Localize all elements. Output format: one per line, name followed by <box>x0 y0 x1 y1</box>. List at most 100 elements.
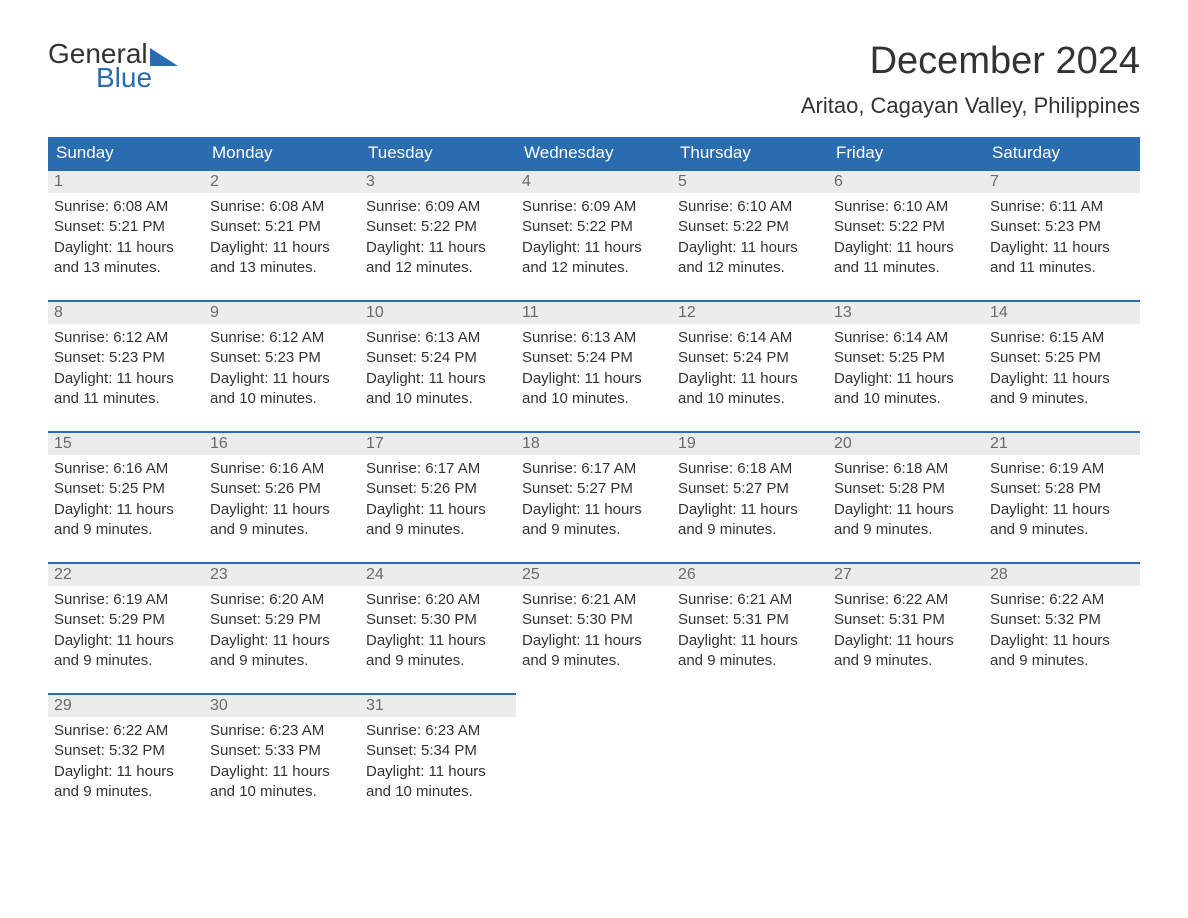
day-number: 28 <box>984 562 1140 586</box>
day-number: 17 <box>360 431 516 455</box>
sunrise-text: Sunrise: 6:23 AM <box>208 721 356 741</box>
calendar-day-cell: 21 Sunrise: 6:19 AMSunset: 5:28 PMDayligh… <box>984 431 1140 562</box>
sunrise-text: Sunrise: 6:10 AM <box>832 197 980 217</box>
sunrise-text: Sunrise: 6:21 AM <box>676 590 824 610</box>
logo: General Blue <box>48 40 178 92</box>
sunset-text: Sunset: 5:29 PM <box>52 610 200 630</box>
calendar-day-cell: 14 Sunrise: 6:15 AMSunset: 5:25 PMDayligh… <box>984 300 1140 431</box>
daylight-text: Daylight: 11 hours and 9 minutes. <box>52 762 200 803</box>
sunrise-text: Sunrise: 6:18 AM <box>832 459 980 479</box>
calendar-day-cell: 29Sunrise: 6:22 AMSunset: 5:32 PMDayligh… <box>48 693 204 824</box>
calendar-day-cell: 5Sunrise: 6:10 AMSunset: 5:22 PMDaylight… <box>672 169 828 300</box>
daylight-text: Daylight: 11 hours and 10 minutes. <box>364 762 512 803</box>
day-number: 14 <box>984 300 1140 324</box>
sunset-text: Sunset: 5:24 PM <box>364 348 512 368</box>
calendar-week-row: 8Sunrise: 6:12 AMSunset: 5:23 PMDaylight… <box>48 300 1140 431</box>
day-header: Thursday <box>672 137 828 169</box>
calendar-day-cell: 2Sunrise: 6:08 AMSunset: 5:21 PMDaylight… <box>204 169 360 300</box>
daylight-text: Daylight: 11 hours and 9 minutes. <box>520 631 668 672</box>
sunset-text: Sunset: 5:21 PM <box>52 217 200 237</box>
daylight-text: Daylight: 11 hours and 9 minutes. <box>208 500 356 541</box>
day-number: 21 <box>984 431 1140 455</box>
daylight-text: Daylight: 11 hours and 12 minutes. <box>676 238 824 279</box>
day-number: 22 <box>48 562 204 586</box>
day-header: Wednesday <box>516 137 672 169</box>
day-number: 20 <box>828 431 984 455</box>
sunrise-text: Sunrise: 6:09 AM <box>364 197 512 217</box>
sunrise-text: Sunrise: 6:15 AM <box>988 328 1136 348</box>
daylight-text: Daylight: 11 hours and 10 minutes. <box>208 762 356 803</box>
empty-cell <box>672 693 828 824</box>
sunset-text: Sunset: 5:25 PM <box>988 348 1136 368</box>
sunset-text: Sunset: 5:31 PM <box>676 610 824 630</box>
calendar-day-cell: 24Sunrise: 6:20 AMSunset: 5:30 PMDayligh… <box>360 562 516 693</box>
sunset-text: Sunset: 5:22 PM <box>832 217 980 237</box>
sunset-text: Sunset: 5:34 PM <box>364 741 512 761</box>
title-block: December 2024 Aritao, Cagayan Valley, Ph… <box>801 40 1140 129</box>
day-number: 29 <box>48 693 204 717</box>
sunset-text: Sunset: 5:28 PM <box>832 479 980 499</box>
sunset-text: Sunset: 5:22 PM <box>520 217 668 237</box>
sunrise-text: Sunrise: 6:20 AM <box>364 590 512 610</box>
day-number: 25 <box>516 562 672 586</box>
location-text: Aritao, Cagayan Valley, Philippines <box>801 93 1140 119</box>
daylight-text: Daylight: 11 hours and 9 minutes. <box>988 369 1136 410</box>
sunrise-text: Sunrise: 6:22 AM <box>988 590 1136 610</box>
sunrise-text: Sunrise: 6:19 AM <box>988 459 1136 479</box>
sunset-text: Sunset: 5:21 PM <box>208 217 356 237</box>
daylight-text: Daylight: 11 hours and 10 minutes. <box>676 369 824 410</box>
day-number: 24 <box>360 562 516 586</box>
day-header: Friday <box>828 137 984 169</box>
sunrise-text: Sunrise: 6:08 AM <box>208 197 356 217</box>
sunrise-text: Sunrise: 6:19 AM <box>52 590 200 610</box>
sunset-text: Sunset: 5:28 PM <box>988 479 1136 499</box>
sunrise-text: Sunrise: 6:09 AM <box>520 197 668 217</box>
day-number: 9 <box>204 300 360 324</box>
empty-cell <box>516 693 672 824</box>
day-number: 30 <box>204 693 360 717</box>
sunset-text: Sunset: 5:24 PM <box>520 348 668 368</box>
day-number: 18 <box>516 431 672 455</box>
calendar-day-cell: 9Sunrise: 6:12 AMSunset: 5:23 PMDaylight… <box>204 300 360 431</box>
sunrise-text: Sunrise: 6:12 AM <box>208 328 356 348</box>
sunrise-text: Sunrise: 6:23 AM <box>364 721 512 741</box>
daylight-text: Daylight: 11 hours and 10 minutes. <box>364 369 512 410</box>
daylight-text: Daylight: 11 hours and 9 minutes. <box>52 631 200 672</box>
calendar-week-row: 29Sunrise: 6:22 AMSunset: 5:32 PMDayligh… <box>48 693 1140 824</box>
daylight-text: Daylight: 11 hours and 9 minutes. <box>676 631 824 672</box>
daylight-text: Daylight: 11 hours and 9 minutes. <box>832 631 980 672</box>
sunset-text: Sunset: 5:26 PM <box>208 479 356 499</box>
calendar-day-cell: 30Sunrise: 6:23 AMSunset: 5:33 PMDayligh… <box>204 693 360 824</box>
day-number: 6 <box>828 169 984 193</box>
sunrise-text: Sunrise: 6:20 AM <box>208 590 356 610</box>
sunrise-text: Sunrise: 6:16 AM <box>208 459 356 479</box>
calendar-week-row: 1Sunrise: 6:08 AMSunset: 5:21 PMDaylight… <box>48 169 1140 300</box>
day-number: 2 <box>204 169 360 193</box>
calendar-day-cell: 19Sunrise: 6:18 AMSunset: 5:27 PMDayligh… <box>672 431 828 562</box>
calendar-week-row: 22Sunrise: 6:19 AMSunset: 5:29 PMDayligh… <box>48 562 1140 693</box>
daylight-text: Daylight: 11 hours and 13 minutes. <box>52 238 200 279</box>
calendar-body: 1Sunrise: 6:08 AMSunset: 5:21 PMDaylight… <box>48 169 1140 824</box>
daylight-text: Daylight: 11 hours and 9 minutes. <box>832 500 980 541</box>
sunrise-text: Sunrise: 6:17 AM <box>520 459 668 479</box>
sunset-text: Sunset: 5:24 PM <box>676 348 824 368</box>
empty-cell <box>828 693 984 824</box>
sunrise-text: Sunrise: 6:10 AM <box>676 197 824 217</box>
sunset-text: Sunset: 5:32 PM <box>52 741 200 761</box>
daylight-text: Daylight: 11 hours and 9 minutes. <box>988 500 1136 541</box>
day-header: Monday <box>204 137 360 169</box>
sunrise-text: Sunrise: 6:21 AM <box>520 590 668 610</box>
daylight-text: Daylight: 11 hours and 9 minutes. <box>520 500 668 541</box>
daylight-text: Daylight: 11 hours and 12 minutes. <box>520 238 668 279</box>
sunset-text: Sunset: 5:23 PM <box>52 348 200 368</box>
calendar-day-cell: 7Sunrise: 6:11 AMSunset: 5:23 PMDaylight… <box>984 169 1140 300</box>
sunrise-text: Sunrise: 6:16 AM <box>52 459 200 479</box>
calendar-day-cell: 23Sunrise: 6:20 AMSunset: 5:29 PMDayligh… <box>204 562 360 693</box>
calendar-day-cell: 20 Sunrise: 6:18 AMSunset: 5:28 PMDayligh… <box>828 431 984 562</box>
day-number: 27 <box>828 562 984 586</box>
calendar-day-cell: 27Sunrise: 6:22 AMSunset: 5:31 PMDayligh… <box>828 562 984 693</box>
calendar-day-cell: 13Sunrise: 6:14 AMSunset: 5:25 PMDayligh… <box>828 300 984 431</box>
calendar-day-cell: 26Sunrise: 6:21 AMSunset: 5:31 PMDayligh… <box>672 562 828 693</box>
calendar-day-cell: 8Sunrise: 6:12 AMSunset: 5:23 PMDaylight… <box>48 300 204 431</box>
day-header: Tuesday <box>360 137 516 169</box>
